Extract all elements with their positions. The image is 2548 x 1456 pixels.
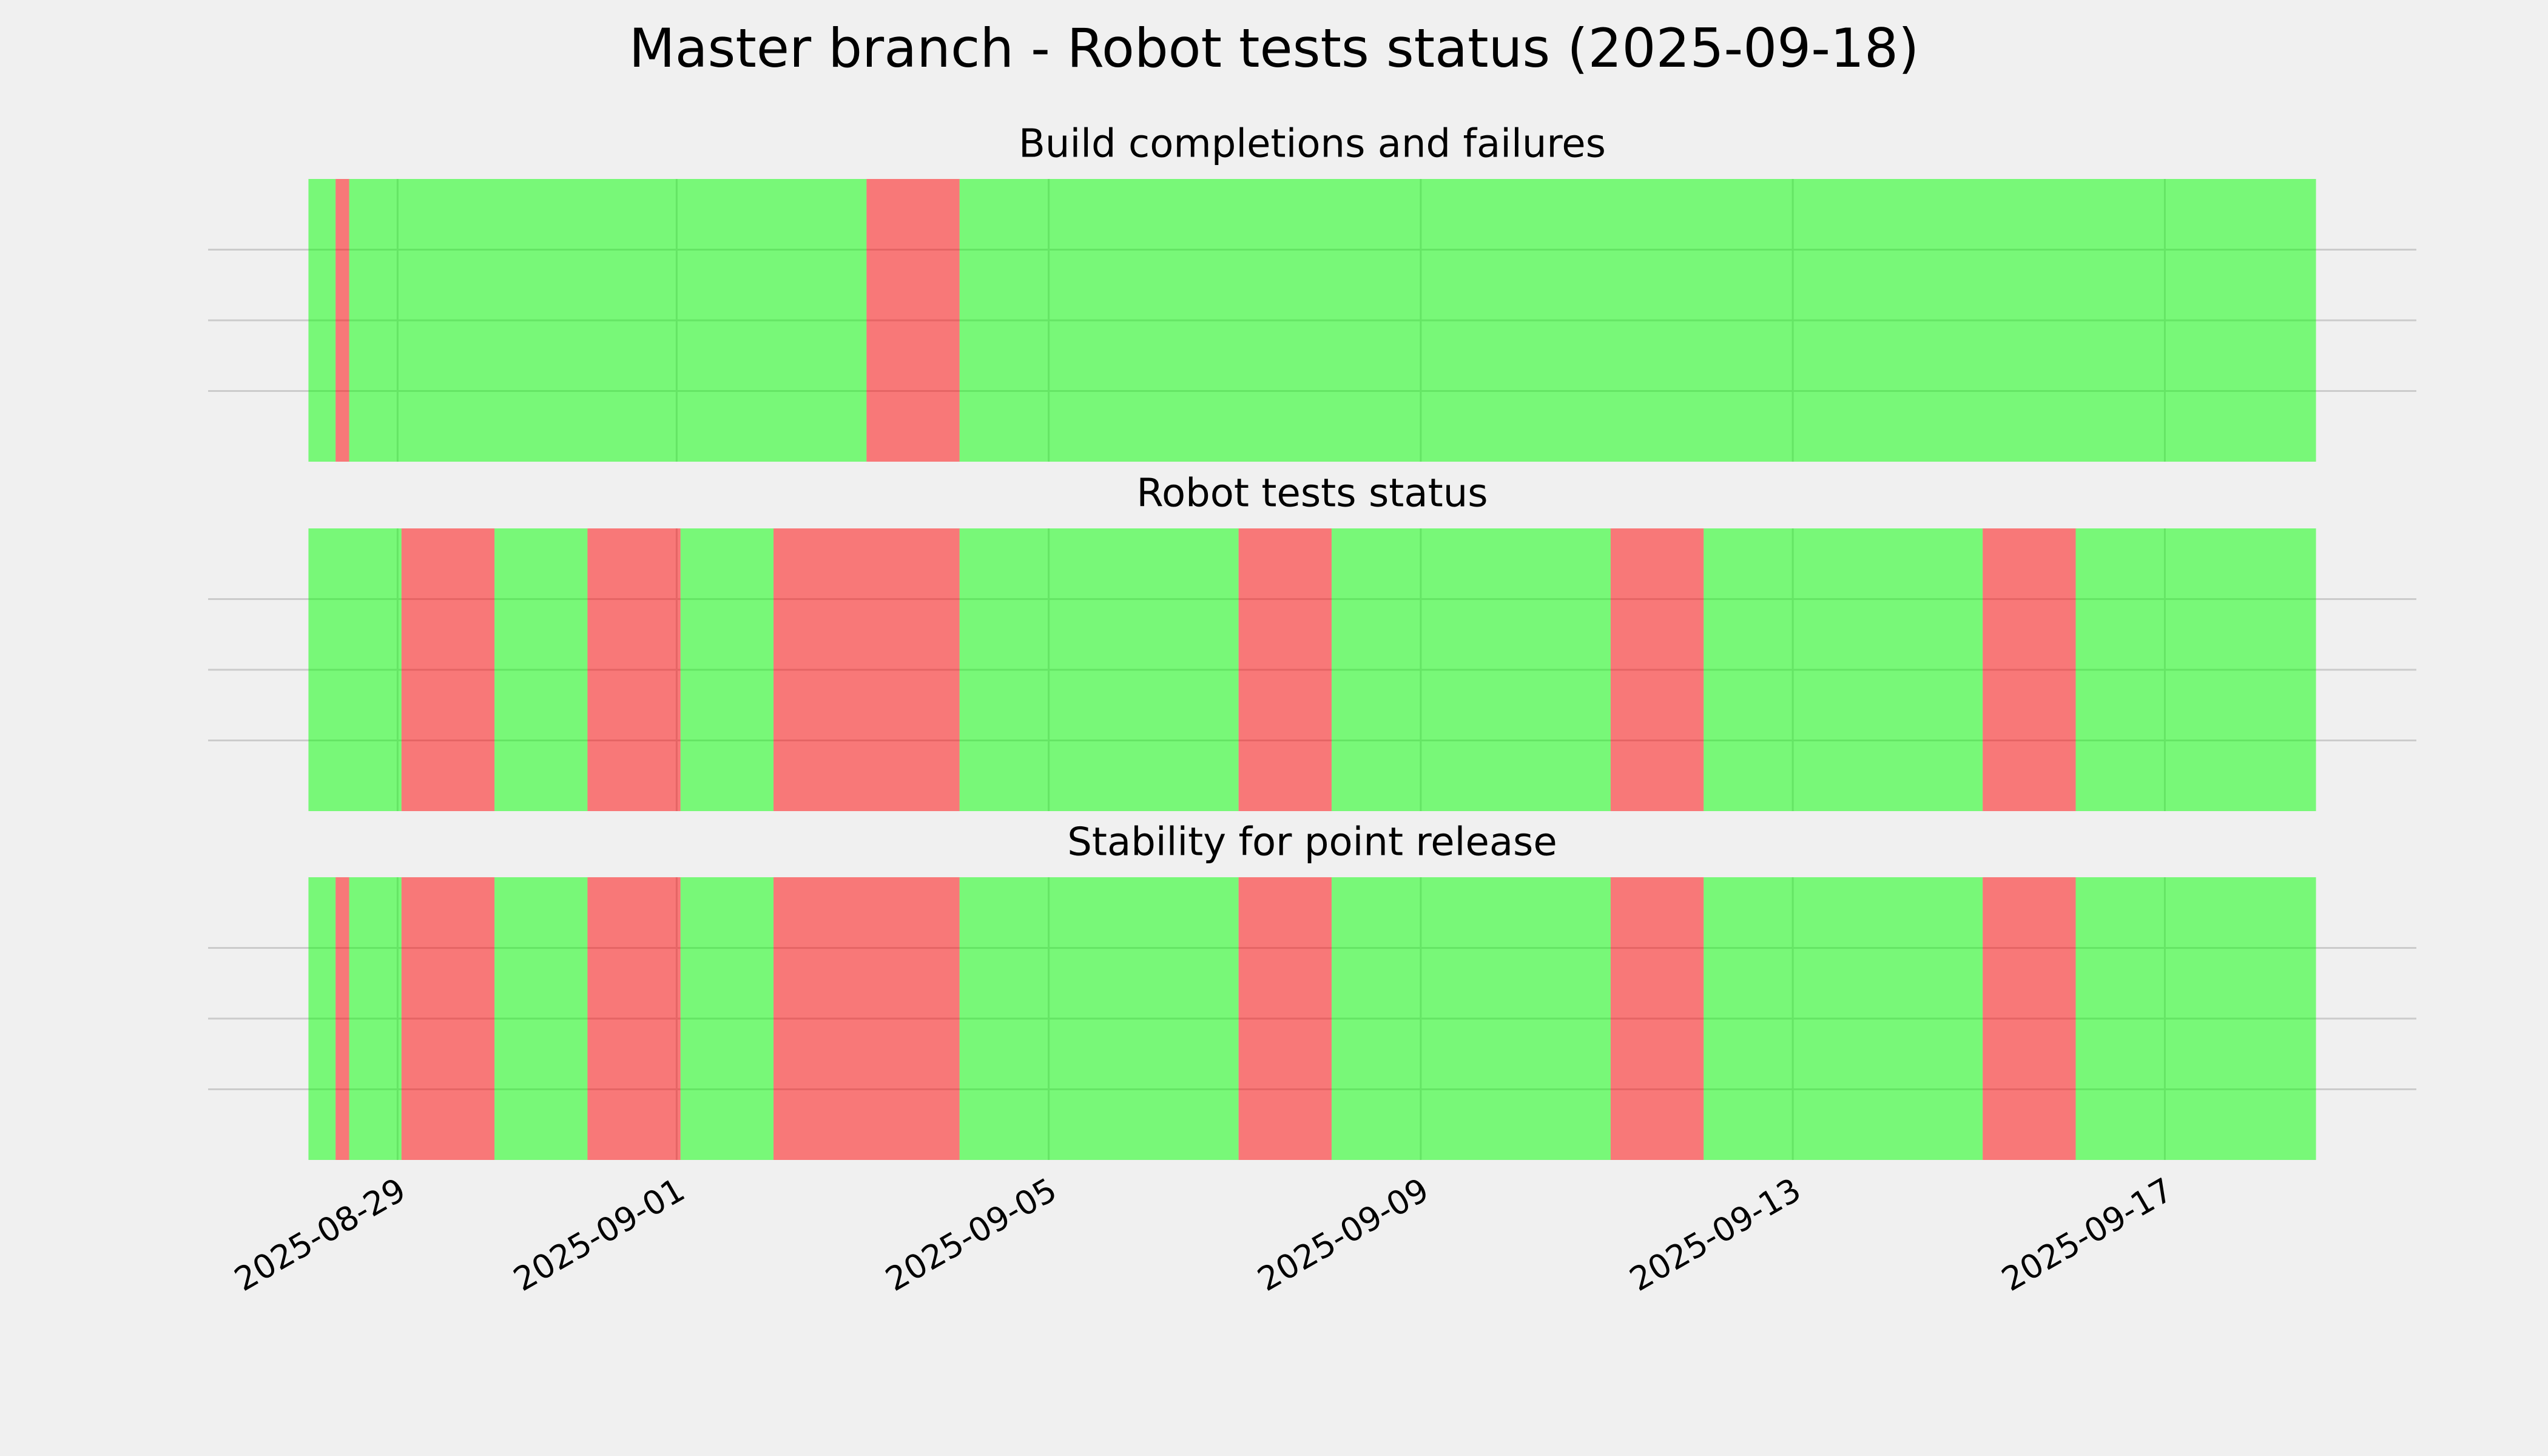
status-span bbox=[866, 179, 960, 462]
status-span bbox=[680, 877, 774, 1160]
status-span bbox=[959, 877, 1239, 1160]
status-span bbox=[959, 179, 2316, 462]
status-span bbox=[335, 179, 349, 462]
status-span bbox=[1983, 528, 2076, 811]
status-span bbox=[349, 179, 867, 462]
subplot-title: Build completions and failures bbox=[1019, 122, 1606, 167]
subplot-title: Robot tests status bbox=[1136, 471, 1488, 516]
status-span bbox=[1331, 528, 1611, 811]
status-span bbox=[1610, 877, 1704, 1160]
status-span bbox=[2075, 877, 2316, 1160]
status-span bbox=[494, 877, 588, 1160]
status-span bbox=[401, 528, 495, 811]
status-span bbox=[308, 528, 402, 811]
status-span bbox=[308, 877, 336, 1160]
status-span bbox=[335, 877, 349, 1160]
status-span bbox=[587, 877, 681, 1160]
status-span bbox=[959, 528, 1239, 811]
status-span bbox=[2075, 528, 2316, 811]
status-span bbox=[308, 179, 336, 462]
status-span bbox=[587, 528, 681, 811]
chart-title: Master branch - Robot tests status (2025… bbox=[629, 17, 1919, 79]
status-span bbox=[774, 528, 960, 811]
status-span bbox=[680, 528, 774, 811]
status-span bbox=[401, 877, 495, 1160]
status-span bbox=[1704, 528, 1983, 811]
status-span bbox=[1983, 877, 2076, 1160]
status-span bbox=[1238, 877, 1332, 1160]
status-span bbox=[494, 528, 588, 811]
status-span bbox=[1704, 877, 1983, 1160]
status-span bbox=[349, 877, 402, 1160]
status-span bbox=[774, 877, 960, 1160]
status-span bbox=[1610, 528, 1704, 811]
status-span bbox=[1331, 877, 1611, 1160]
subplot-title: Stability for point release bbox=[1067, 820, 1557, 865]
status-span bbox=[1238, 528, 1332, 811]
